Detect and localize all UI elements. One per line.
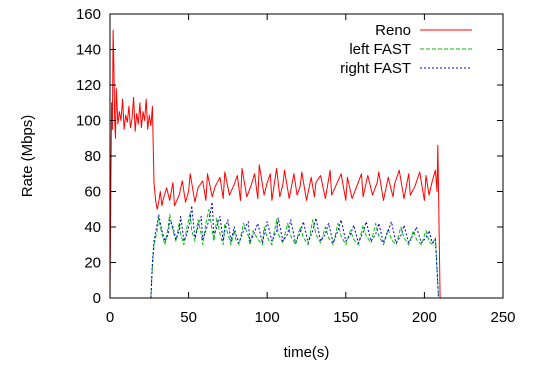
- x-tick-label: 250: [490, 309, 515, 326]
- x-tick-label: 50: [180, 309, 197, 326]
- y-tick-label: 0: [93, 290, 101, 307]
- y-tick-label: 40: [84, 219, 101, 236]
- legend-label-reno: Reno: [375, 22, 411, 39]
- y-tick-label: 60: [84, 184, 101, 201]
- legend: Reno left FAST right FAST: [340, 22, 472, 77]
- y-tick-label: 160: [76, 6, 101, 23]
- x-tick-label: 150: [333, 309, 358, 326]
- y-tick-label: 140: [76, 42, 101, 59]
- series-layer: [109, 29, 441, 299]
- plot-area-frame: [109, 13, 504, 299]
- legend-label-left-fast: left FAST: [349, 41, 411, 58]
- series-line-reno: [109, 29, 441, 299]
- axis-ticks: 0 20 40 60 80 100 120 140 160 0 50 100 150 200 250: [76, 6, 516, 326]
- x-tick-label: 100: [255, 309, 280, 326]
- series-line-right-fast: [150, 201, 439, 299]
- y-tick-label: 80: [84, 148, 101, 165]
- y-tick-label: 120: [76, 77, 101, 94]
- y-tick-label: 100: [76, 113, 101, 130]
- series-line-left-fast: [150, 208, 439, 299]
- legend-label-right-fast: right FAST: [340, 60, 411, 77]
- x-axis-label: time(s): [284, 344, 330, 361]
- x-tick-label: 0: [106, 309, 114, 326]
- y-tick-label: 20: [84, 255, 101, 272]
- y-axis-label: Rate (Mbps): [19, 115, 36, 198]
- x-tick-label: 200: [412, 309, 437, 326]
